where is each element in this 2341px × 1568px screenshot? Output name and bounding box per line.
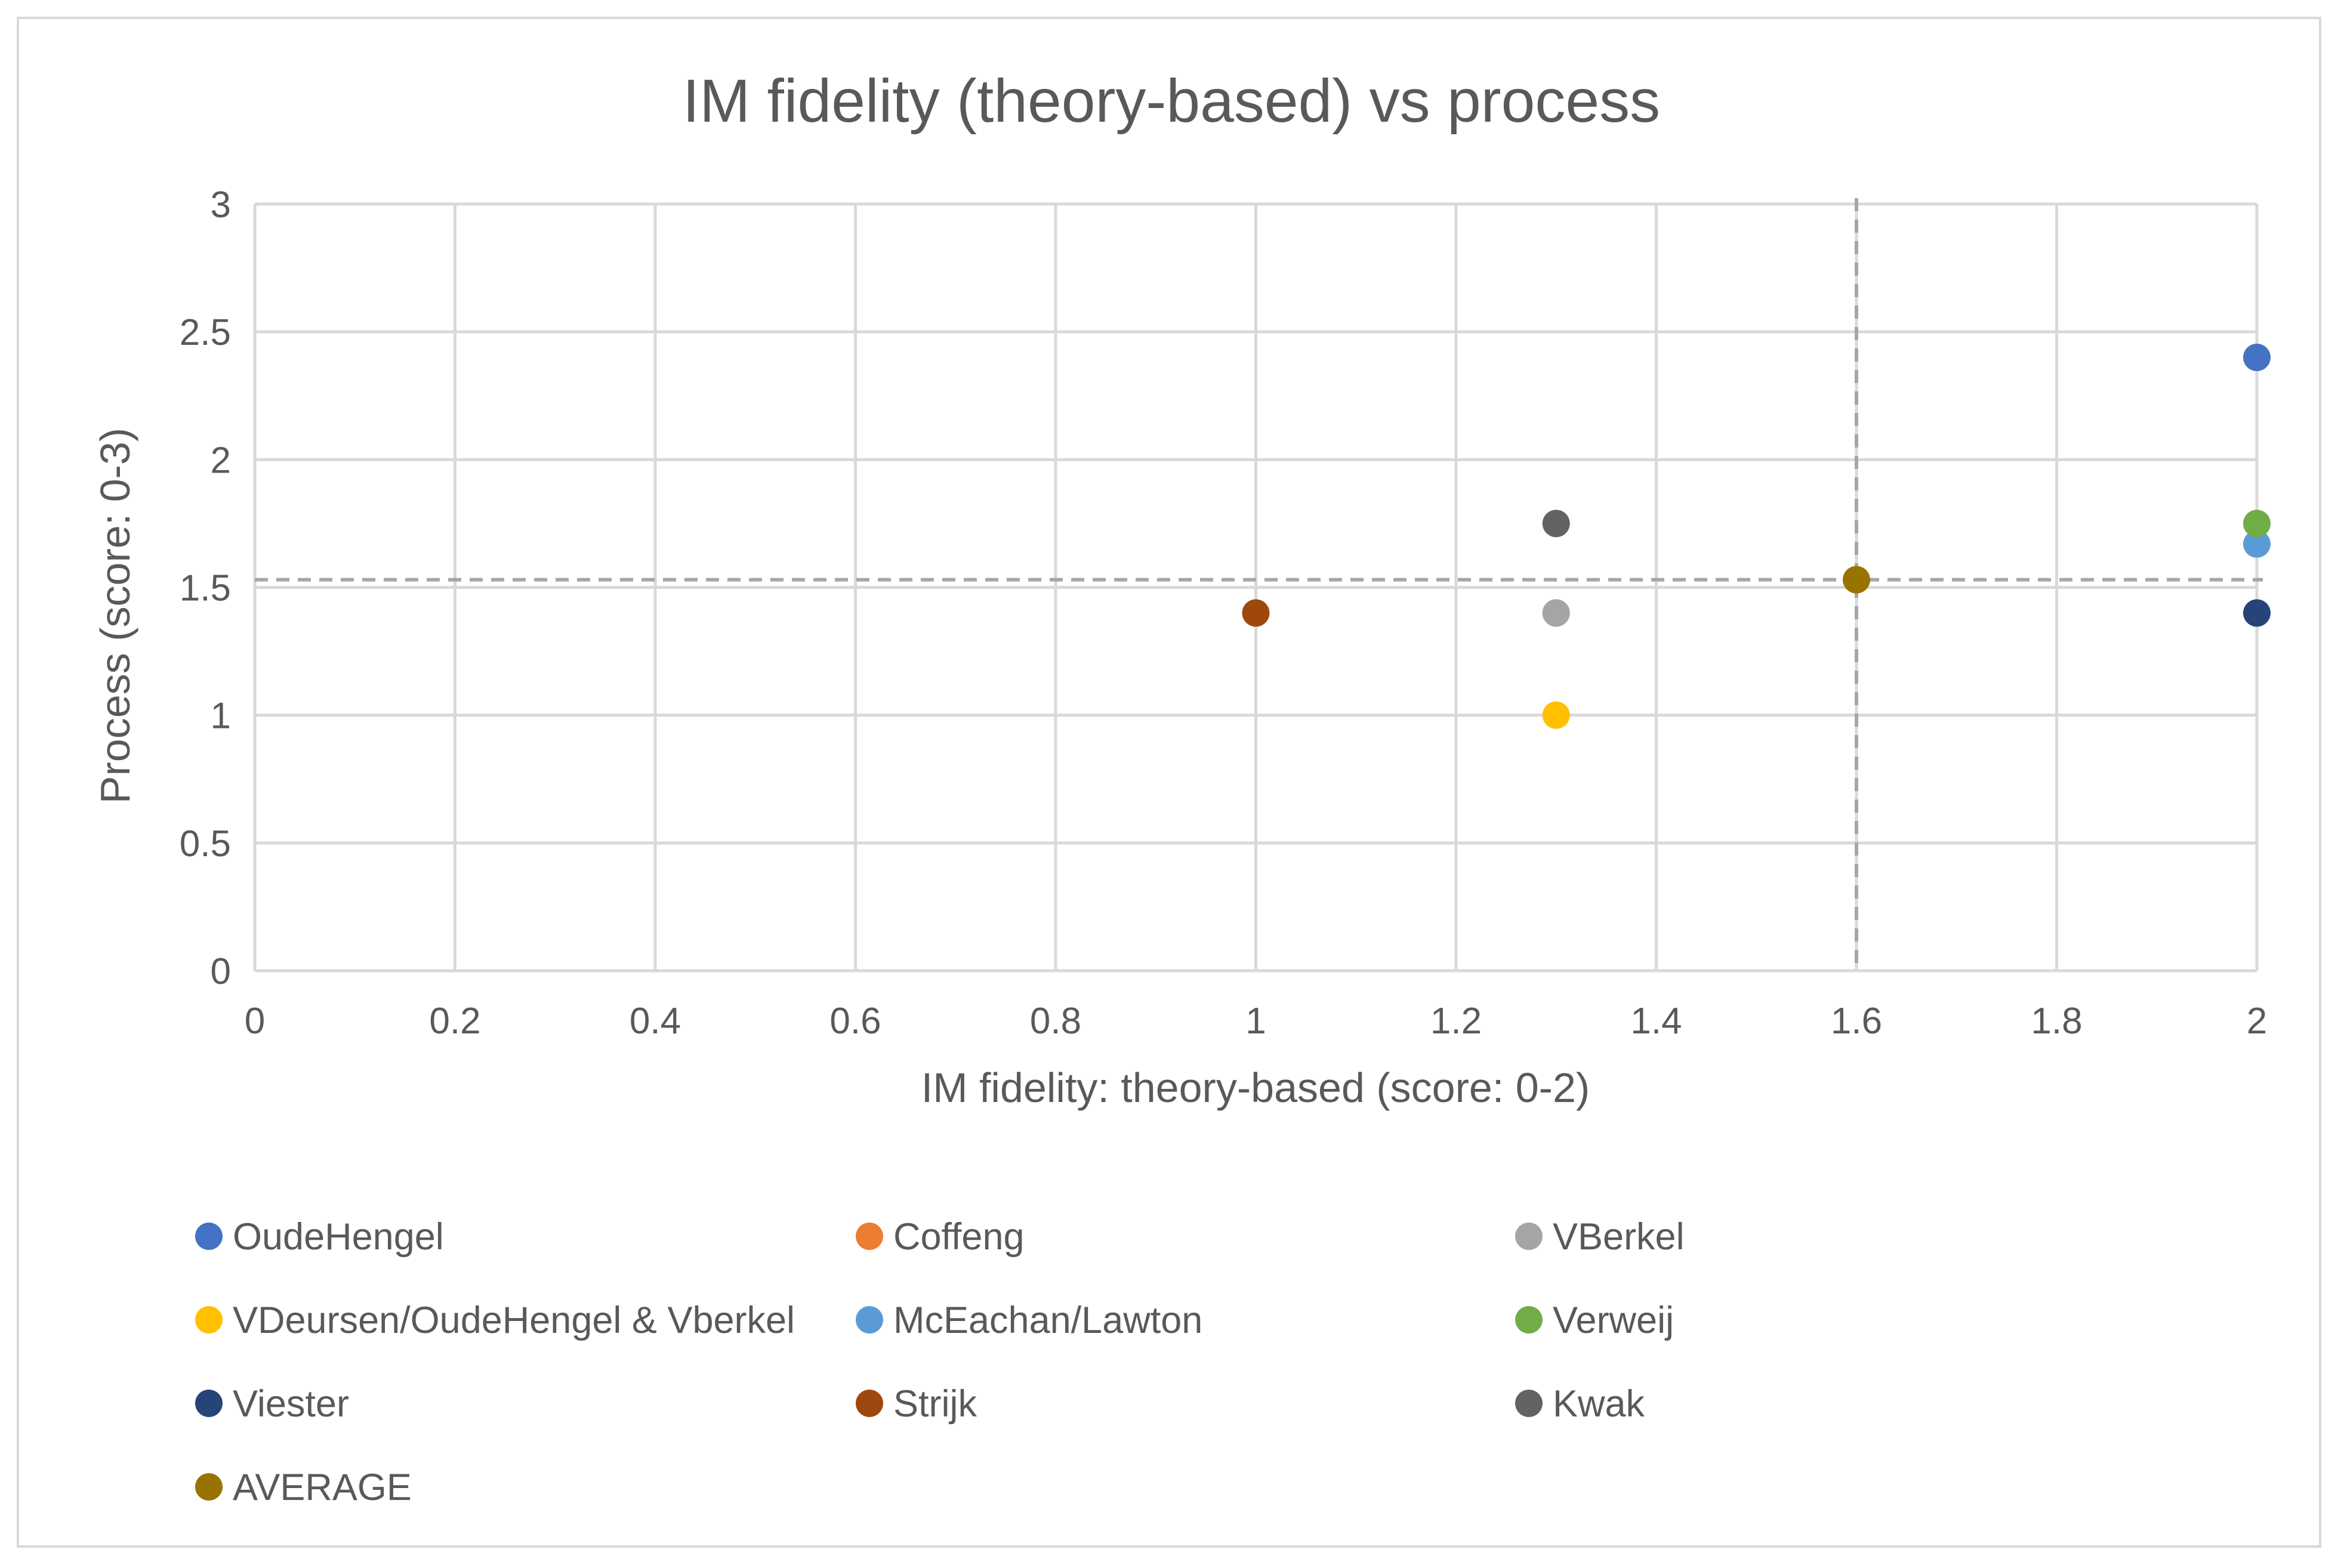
x-tick-label: 0 (245, 1001, 265, 1042)
data-points (1242, 344, 2271, 729)
legend-item: Kwak (1515, 1383, 1645, 1425)
data-point-strijk (1242, 599, 1270, 627)
x-axis-title: IM fidelity: theory-based (score: 0-2) (921, 1064, 1590, 1111)
y-tick-label: 0.5 (180, 823, 231, 865)
legend-label: VDeursen/OudeHengel & Vberkel (233, 1300, 795, 1341)
legend-label: McEachan/Lawton (893, 1300, 1202, 1341)
gridlines (253, 202, 2259, 973)
legend-item: Verweij (1515, 1300, 1674, 1341)
legend-marker (856, 1390, 883, 1417)
legend-label: Viester (233, 1383, 349, 1425)
legend-marker (195, 1473, 223, 1501)
chart-title: IM fidelity (theory-based) vs process (683, 67, 1660, 135)
data-point-kwak (1542, 510, 1570, 538)
data-point-vberkel (1542, 599, 1570, 627)
reference-lines (255, 198, 2263, 971)
x-tick-label: 0.8 (1030, 1001, 1081, 1042)
x-tick-label: 1.4 (1630, 1001, 1682, 1042)
x-tick-label: 1.2 (1430, 1001, 1482, 1042)
legend-item: OudeHengel (195, 1216, 444, 1258)
legend-marker (195, 1223, 223, 1250)
legend-marker (856, 1306, 883, 1334)
data-point-average (1843, 566, 1870, 594)
legend-item: Coffeng (856, 1216, 1025, 1258)
legend-item: Strijk (856, 1383, 977, 1425)
legend-label: Coffeng (893, 1216, 1025, 1258)
legend-label: AVERAGE (233, 1467, 412, 1508)
data-point-vdeursen-oudehengel-vberkel (1542, 701, 1570, 729)
legend-marker (856, 1223, 883, 1250)
legend-item: McEachan/Lawton (856, 1300, 1202, 1341)
x-tick-label: 1 (1245, 1001, 1266, 1042)
data-point-verweij (2243, 510, 2271, 538)
x-tick-label: 2 (2247, 1001, 2267, 1042)
y-tick-label: 2.5 (180, 312, 231, 353)
x-tick-label: 0.6 (829, 1001, 881, 1042)
legend-item: Viester (195, 1383, 349, 1425)
legend-item: VBerkel (1515, 1216, 1685, 1258)
legend-label: VBerkel (1553, 1216, 1685, 1258)
x-tick-label: 0.2 (429, 1001, 480, 1042)
legend-label: Kwak (1553, 1383, 1645, 1425)
tick-labels: 0 0.5 1 1.5 2 2.5 3 0 0.2 0.4 0.6 0.8 1 1.2 1.4 1.6 1.8 2 (180, 184, 2267, 1042)
legend-marker (195, 1306, 223, 1334)
legend-marker (1515, 1223, 1543, 1250)
legend-label: Verweij (1553, 1300, 1674, 1341)
scatter-chart: IM fidelity (theory-based) vs process 00… (92, 67, 2271, 1508)
y-tick-label: 3 (211, 184, 231, 226)
legend-label: Strijk (893, 1383, 977, 1425)
x-tick-label: 1.6 (1831, 1001, 1882, 1042)
y-tick-label: 0 (211, 951, 231, 992)
legend-item: AVERAGE (195, 1467, 412, 1508)
legend-marker (195, 1390, 223, 1417)
y-tick-label: 2 (211, 440, 231, 481)
data-point-mceachan-lawton (2243, 530, 2271, 558)
legend-item: VDeursen/OudeHengel & Vberkel (195, 1300, 795, 1341)
x-tick-label: 0.4 (630, 1001, 681, 1042)
legend-marker (1515, 1306, 1543, 1334)
data-point-viester (2243, 599, 2271, 627)
x-tick-label: 1.8 (2031, 1001, 2082, 1042)
legend-label: OudeHengel (233, 1216, 444, 1258)
legend-marker (1515, 1390, 1543, 1417)
legend: OudeHengel Coffeng VBerkel VDeursen/OudeHen… (195, 1216, 1685, 1508)
y-tick-label: 1.5 (180, 568, 231, 609)
data-point-oudehengel (2243, 344, 2271, 371)
y-axis-title: Process (score: 0-3) (92, 428, 138, 804)
y-tick-label: 1 (211, 696, 231, 737)
